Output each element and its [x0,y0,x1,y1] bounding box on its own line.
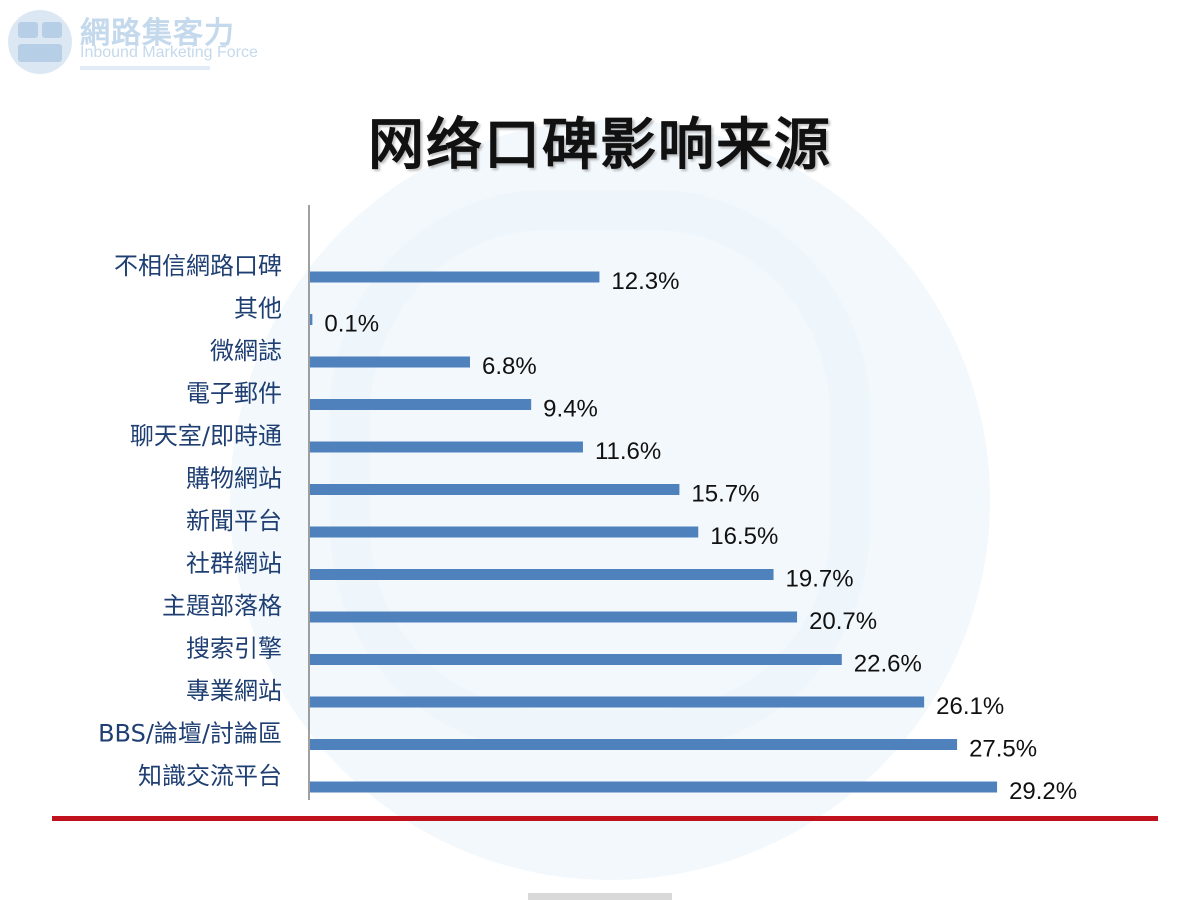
bar [310,314,313,325]
value-label: 20.7% [809,608,877,635]
bar [310,271,600,283]
value-label: 19.7% [786,566,854,593]
logo-chinese-name: 網路集客力 [80,16,235,51]
bottom-tab [528,893,672,900]
category-label: 社群網站 [186,550,282,578]
bar [310,399,532,410]
bar [310,654,842,665]
bar [310,781,998,793]
bottom-divider [52,816,1158,821]
category-label: 主題部落格 [162,592,282,620]
value-label: 22.6% [854,651,922,678]
category-label: 微網誌 [210,337,282,365]
value-label: 0.1% [324,311,379,338]
value-label: 15.7% [691,481,759,508]
category-label: 購物網站 [186,465,282,493]
value-label: 11.6% [595,438,661,465]
bar [310,441,583,453]
category-label: BBS/論壇/討論區 [98,720,282,748]
value-label: 27.5% [969,736,1037,763]
bar [310,356,471,368]
bar [310,739,958,750]
bars-group: 不相信網路口碑 12.3% 其他 0.1% 微網誌 6.8% 電子郵件 9.4% 聊天室/即時通… [98,252,1077,805]
bar [310,484,680,495]
chart-title: 网络口碑影响来源 [368,113,832,178]
category-label: 不相信網路口碑 [114,252,282,280]
category-label: 專業網站 [186,677,282,705]
category-label: 聊天室/即時通 [130,422,282,450]
category-label: 其他 [234,295,282,323]
value-label: 12.3% [611,268,679,295]
category-label: 電子郵件 [186,380,282,408]
value-label: 26.1% [936,693,1004,720]
bar [310,696,925,708]
bar [310,569,774,580]
value-label: 29.2% [1009,778,1077,805]
bar [310,526,699,538]
category-label: 知識交流平台 [138,762,282,790]
logo-mark-icon [8,10,72,74]
logo-english-name: Inbound Marketing Force [80,44,258,61]
value-label: 6.8% [482,353,537,380]
category-label: 搜索引擎 [186,635,282,663]
value-label: 9.4% [543,396,598,423]
category-label: 新聞平台 [186,507,282,535]
logo-subline [80,66,210,70]
value-label: 16.5% [710,523,778,550]
brand-logo: 網路集客力 Inbound Marketing Force [0,0,300,90]
bar [310,611,798,623]
